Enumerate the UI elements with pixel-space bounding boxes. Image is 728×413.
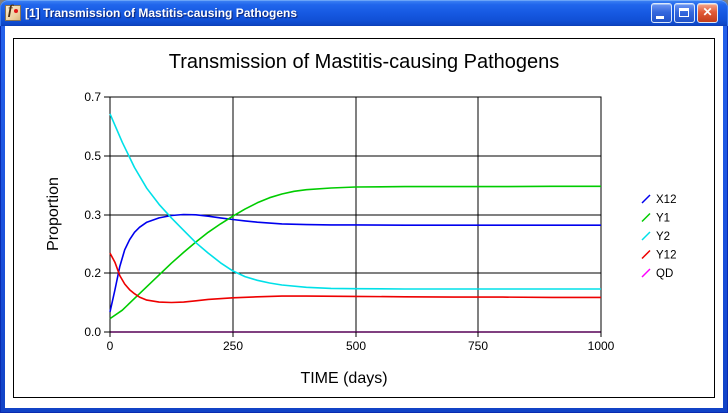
x-tick-label: 0 <box>107 339 114 353</box>
y-tick-label: 0.3 <box>84 208 101 222</box>
titlebar[interactable]: f [1] Transmission of Mastitis-causing P… <box>0 0 728 26</box>
y-axis-title: Proportion <box>45 177 62 251</box>
legend-swatch-Y12 <box>641 249 651 260</box>
legend-swatch-Y2 <box>641 231 651 241</box>
close-icon: ✕ <box>702 5 713 19</box>
maximize-button[interactable] <box>674 3 695 23</box>
client-area: 0 250 500 750 1000 0.0 0.2 0.3 0.5 0.7 X12 Y1 Y2 Y12 Q… <box>5 26 723 408</box>
series-line-Y12 <box>109 252 601 304</box>
legend-label-X12: X12 <box>656 194 676 206</box>
minimize-icon <box>656 16 664 19</box>
x-tick-label: 500 <box>346 339 366 353</box>
y-tick-label: 0.2 <box>84 266 101 280</box>
app-icon[interactable]: f <box>5 3 21 21</box>
plot-canvas: 0 250 500 750 1000 0.0 0.2 0.3 0.5 0.7 X12 Y1 Y2 Y12 Q… <box>84 90 676 353</box>
window-controls: ✕ <box>651 3 718 23</box>
close-button[interactable]: ✕ <box>697 3 718 23</box>
legend-swatch-X12 <box>641 194 651 204</box>
series-line-X12 <box>109 213 601 313</box>
app-icon-letter: f <box>8 3 13 18</box>
app-icon-dot <box>14 9 18 13</box>
legend-label-QD: QD <box>656 268 673 280</box>
minimize-button[interactable] <box>651 3 672 23</box>
x-tick-label: 250 <box>223 339 243 353</box>
chart-title: Transmission of Mastitis-causing Pathoge… <box>168 51 560 73</box>
x-axis-title: TIME (days) <box>300 370 388 387</box>
series-line-Y2 <box>109 113 601 290</box>
x-tick-label: 1000 <box>588 339 615 353</box>
legend-label-Y1: Y1 <box>656 213 670 225</box>
y-tick-label: 0.0 <box>84 325 101 339</box>
window-title: [1] Transmission of Mastitis-causing Pat… <box>25 6 298 20</box>
chart-panel: 0 250 500 750 1000 0.0 0.2 0.3 0.5 0.7 X12 Y1 Y2 Y12 Q… <box>13 38 715 398</box>
legend-label-Y12: Y12 <box>656 250 676 262</box>
legend-label-Y2: Y2 <box>656 231 670 243</box>
legend-swatch-QD <box>641 268 651 278</box>
y-tick-label: 0.5 <box>84 149 101 163</box>
legend-swatch-Y1 <box>641 212 651 223</box>
maximize-icon <box>679 8 689 17</box>
x-tick-label: 750 <box>468 339 488 353</box>
series-line-Y1 <box>109 185 601 320</box>
y-tick-label: 0.7 <box>84 90 101 104</box>
